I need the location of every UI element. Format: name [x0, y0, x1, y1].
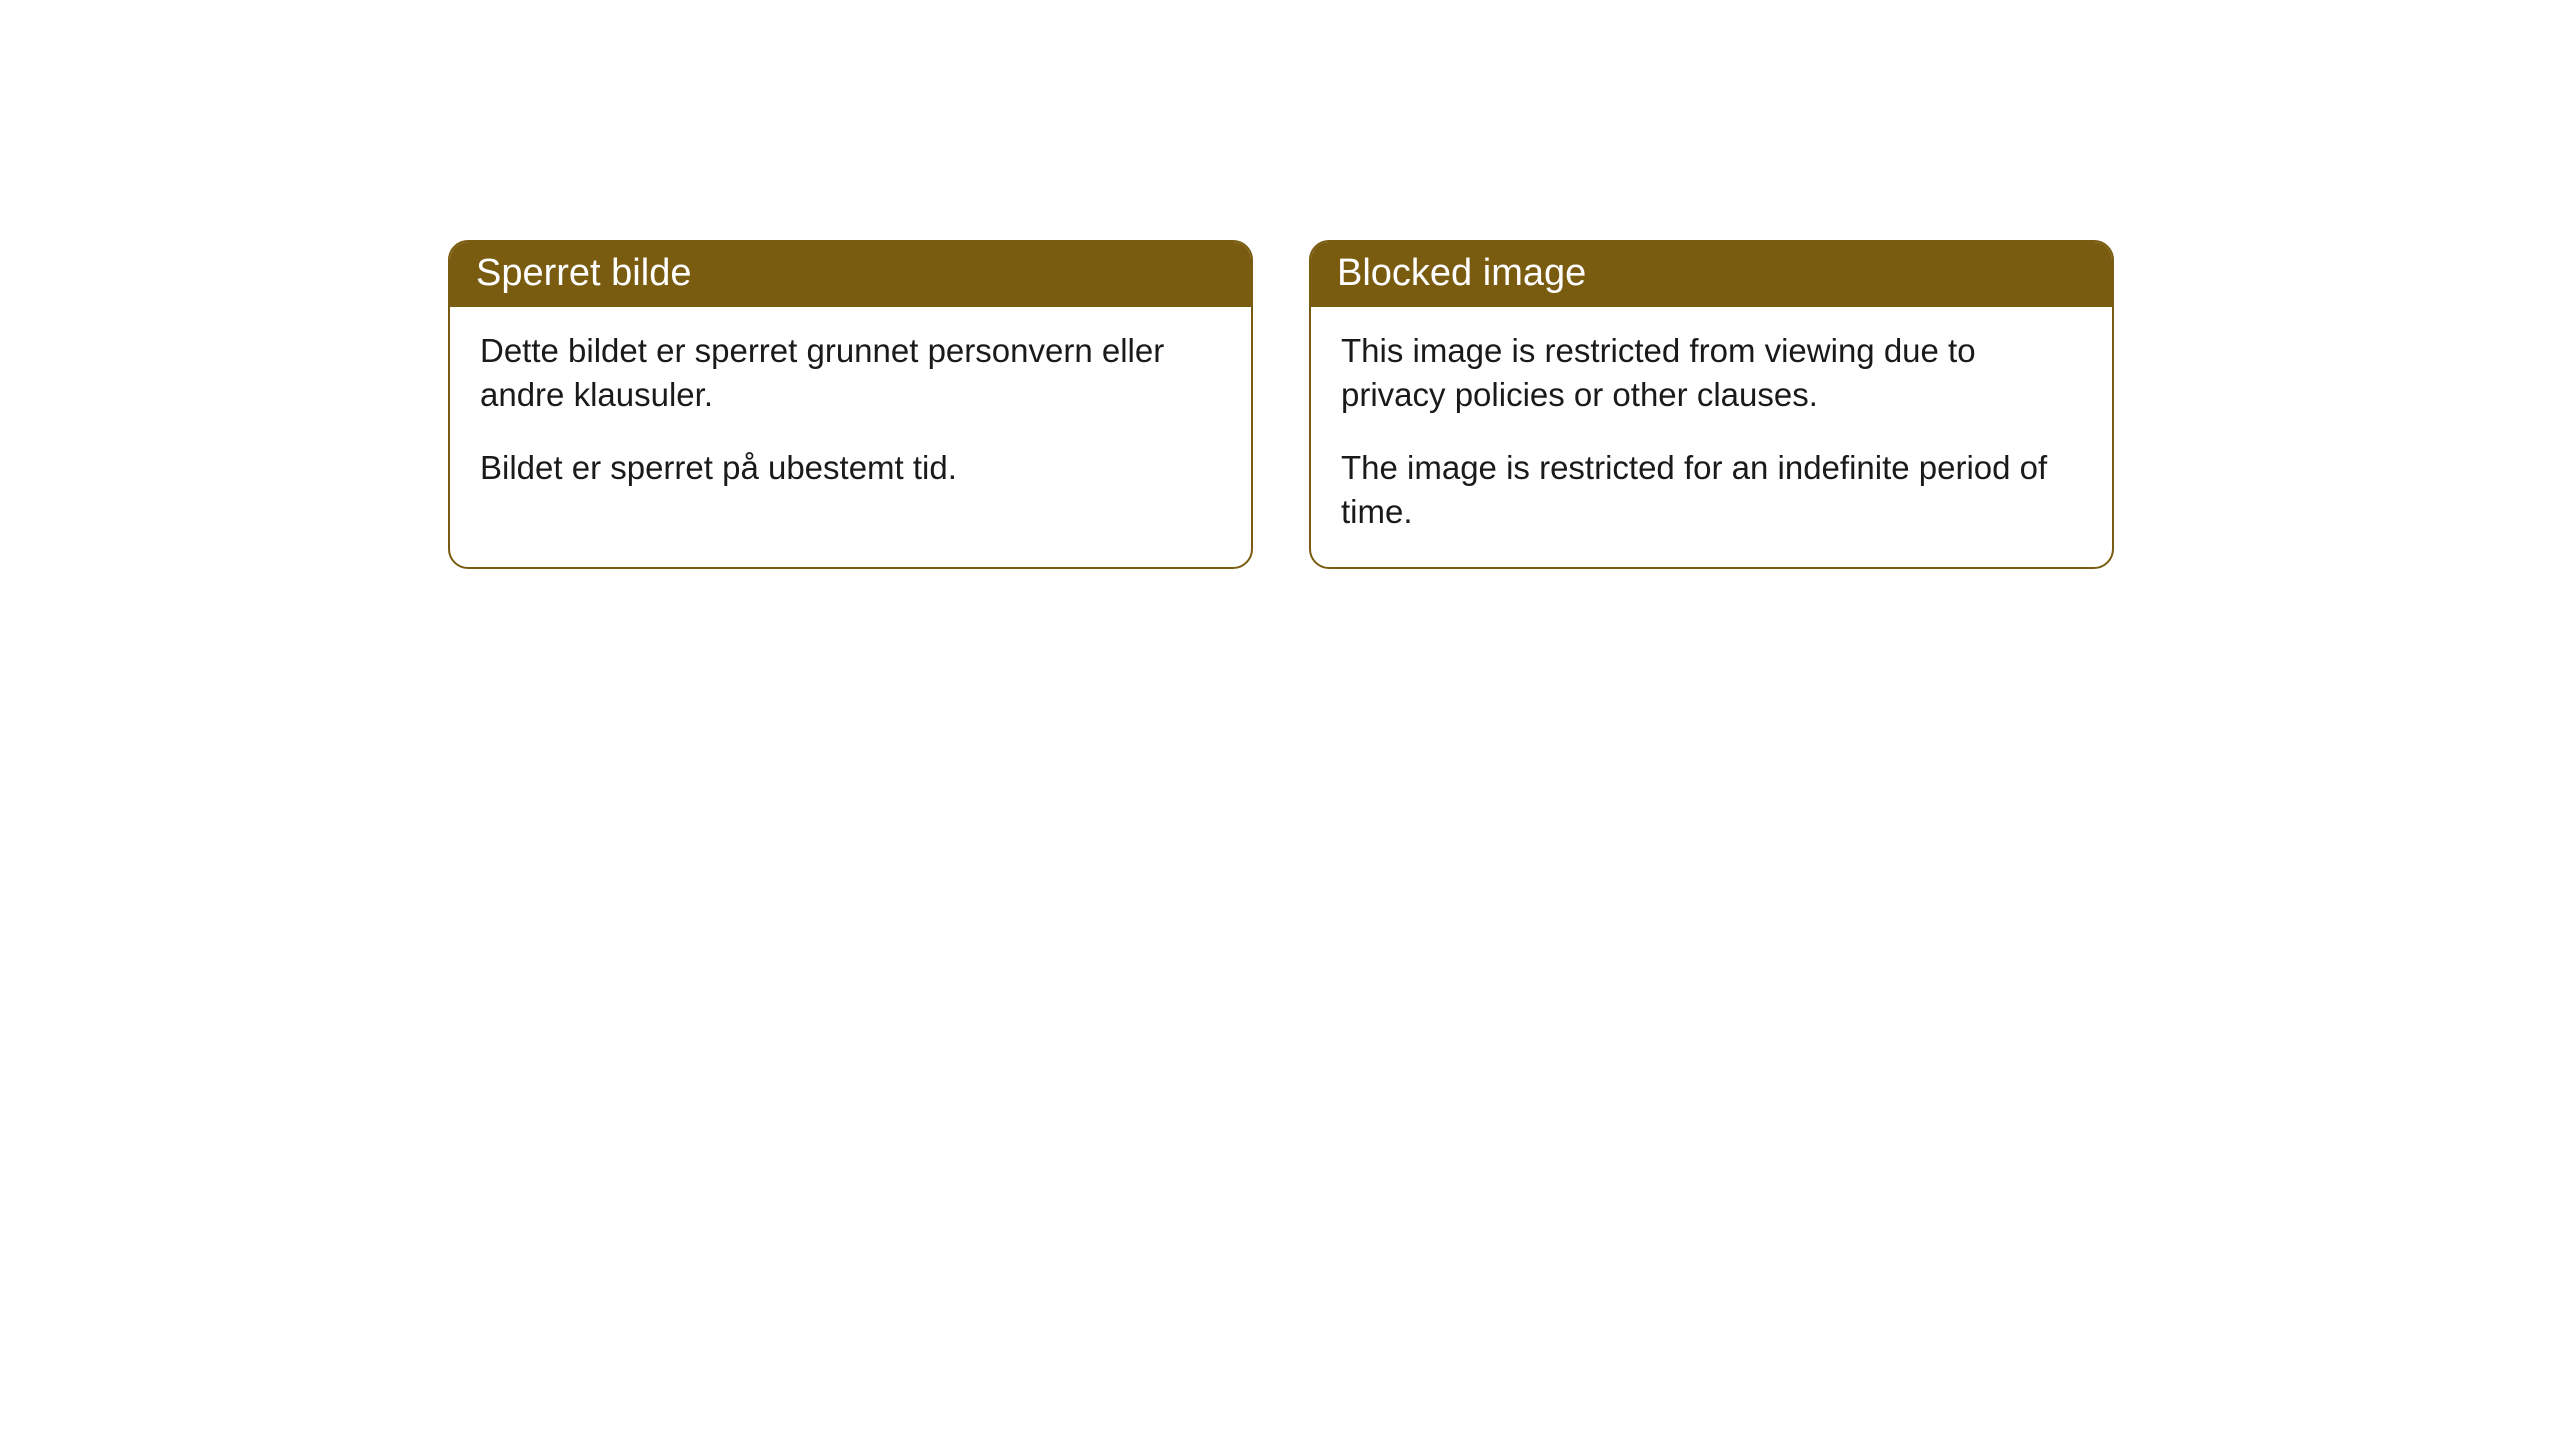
- notice-card-norwegian: Sperret bilde Dette bildet er sperret gr…: [448, 240, 1253, 569]
- notice-card-english: Blocked image This image is restricted f…: [1309, 240, 2114, 569]
- card-header-english: Blocked image: [1311, 242, 2112, 307]
- card-header-norwegian: Sperret bilde: [450, 242, 1251, 307]
- notice-cards-container: Sperret bilde Dette bildet er sperret gr…: [448, 240, 2560, 569]
- card-paragraph: Dette bildet er sperret grunnet personve…: [480, 329, 1221, 416]
- card-paragraph: This image is restricted from viewing du…: [1341, 329, 2082, 416]
- card-title: Blocked image: [1337, 252, 1586, 294]
- card-body-norwegian: Dette bildet er sperret grunnet personve…: [450, 307, 1251, 527]
- card-paragraph: The image is restricted for an indefinit…: [1341, 446, 2082, 533]
- card-title: Sperret bilde: [476, 252, 691, 294]
- card-paragraph: Bildet er sperret på ubestemt tid.: [480, 446, 1221, 490]
- card-body-english: This image is restricted from viewing du…: [1311, 307, 2112, 567]
